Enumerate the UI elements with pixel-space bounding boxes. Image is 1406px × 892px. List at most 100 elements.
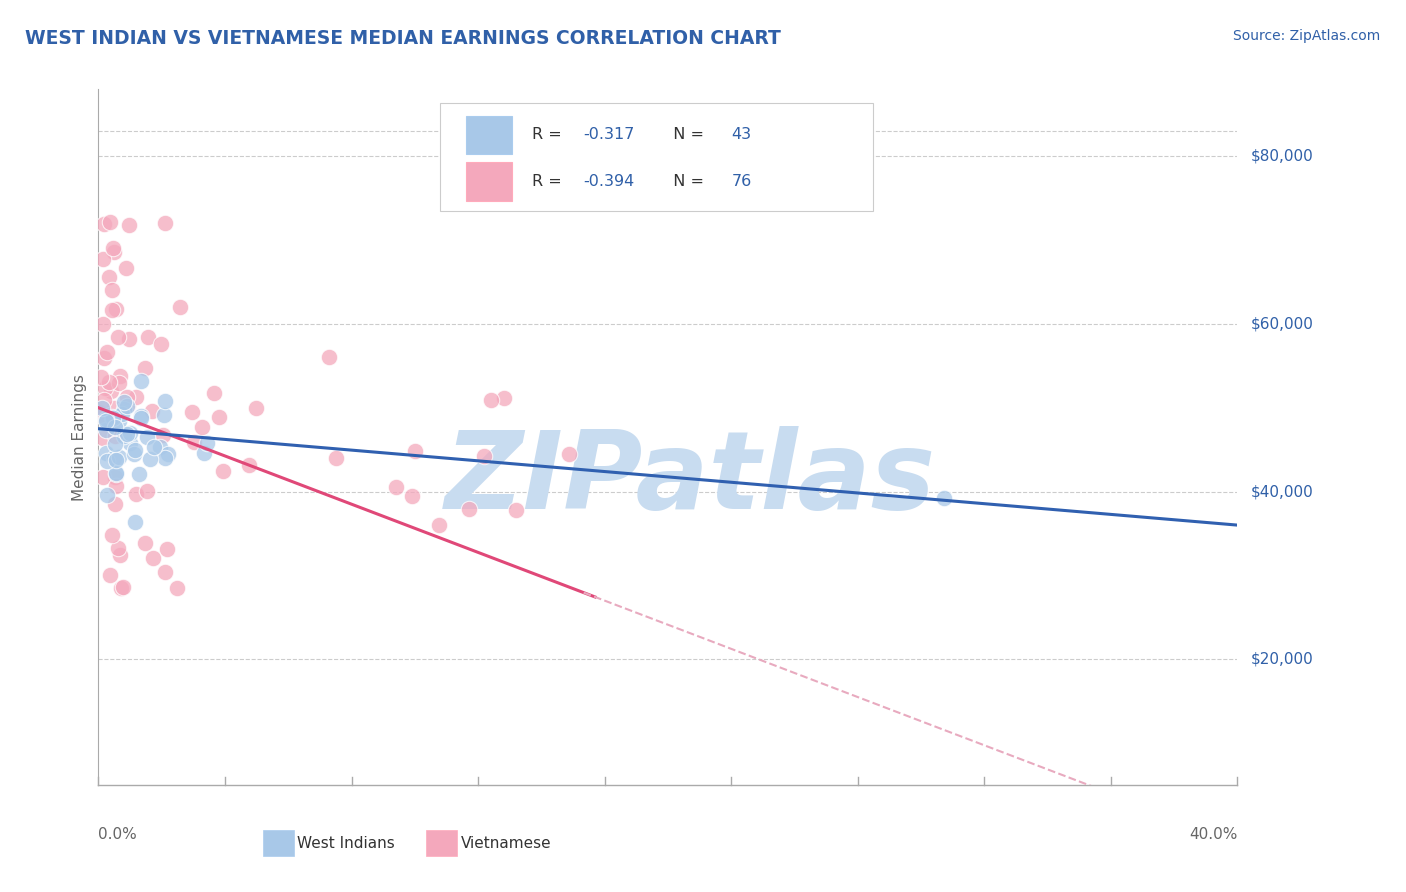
Text: 0.0%: 0.0% <box>98 827 138 842</box>
Point <box>105 479 128 493</box>
Point <box>96 488 118 502</box>
Text: $60,000: $60,000 <box>1251 317 1315 332</box>
Text: Vietnamese: Vietnamese <box>461 837 551 851</box>
Point <box>208 409 231 424</box>
Point <box>105 453 128 467</box>
Point <box>125 390 148 404</box>
Point <box>245 401 267 415</box>
Point <box>122 447 145 461</box>
Point <box>153 450 176 465</box>
Point <box>98 215 121 229</box>
Y-axis label: Median Earnings: Median Earnings <box>72 374 87 500</box>
Text: $80,000: $80,000 <box>1251 149 1315 164</box>
Point <box>112 395 135 409</box>
Point <box>117 398 139 412</box>
Point <box>153 565 176 579</box>
Point <box>152 428 174 442</box>
Point <box>118 436 141 450</box>
Point <box>325 451 347 466</box>
Point <box>558 447 581 461</box>
Point <box>472 449 495 463</box>
Point <box>142 440 165 454</box>
Point <box>94 446 117 460</box>
Point <box>90 401 112 416</box>
Point <box>103 244 125 259</box>
Text: N =: N = <box>664 128 710 142</box>
Point <box>112 580 135 594</box>
Text: Source: ZipAtlas.com: Source: ZipAtlas.com <box>1233 29 1381 43</box>
Point <box>91 470 114 484</box>
Point <box>101 411 124 425</box>
Point <box>156 447 179 461</box>
Text: 40.0%: 40.0% <box>1189 827 1237 842</box>
Point <box>101 410 124 425</box>
Text: $40,000: $40,000 <box>1251 484 1315 499</box>
Point <box>401 489 423 503</box>
Point <box>457 502 479 516</box>
Text: -0.394: -0.394 <box>583 174 636 189</box>
Point <box>112 401 135 416</box>
Point <box>191 420 214 434</box>
Point <box>115 427 138 442</box>
Point <box>193 446 215 460</box>
Text: 43: 43 <box>731 128 752 142</box>
Point <box>136 330 159 344</box>
Point <box>129 411 152 425</box>
Point <box>118 332 141 346</box>
Point <box>135 483 157 498</box>
Text: -0.317: -0.317 <box>583 128 636 142</box>
Point <box>142 550 165 565</box>
Point <box>112 429 135 443</box>
Point <box>93 392 115 407</box>
Point <box>101 241 124 255</box>
Point <box>104 497 127 511</box>
Point <box>932 491 955 506</box>
Point <box>155 216 177 230</box>
Point <box>318 350 340 364</box>
Point <box>89 405 111 419</box>
Point <box>93 380 115 394</box>
Text: 76: 76 <box>731 174 752 189</box>
Point <box>108 369 131 384</box>
Point <box>238 458 260 472</box>
Point <box>93 351 115 365</box>
Point <box>96 411 118 425</box>
Point <box>134 536 156 550</box>
Point <box>108 376 131 391</box>
Point <box>108 548 131 562</box>
Point <box>494 392 516 406</box>
Point <box>118 426 141 441</box>
Point <box>115 390 138 404</box>
Point <box>124 443 146 458</box>
Point <box>118 218 141 232</box>
Point <box>479 393 502 408</box>
Point <box>107 330 129 344</box>
Point <box>91 317 114 331</box>
Point <box>90 369 112 384</box>
Point <box>204 385 226 400</box>
Point <box>384 480 406 494</box>
Point <box>98 270 121 285</box>
Point <box>94 414 117 428</box>
Point <box>101 410 124 425</box>
Point <box>104 429 127 443</box>
FancyBboxPatch shape <box>440 103 873 211</box>
Text: R =: R = <box>533 174 567 189</box>
FancyBboxPatch shape <box>467 116 512 154</box>
Text: $20,000: $20,000 <box>1251 652 1315 666</box>
Point <box>169 301 191 315</box>
Point <box>129 409 152 424</box>
Point <box>115 260 138 275</box>
Point <box>124 515 146 529</box>
Point <box>104 437 127 451</box>
Point <box>108 450 131 464</box>
Point <box>166 581 188 595</box>
Point <box>100 303 122 318</box>
Point <box>96 344 118 359</box>
Point <box>100 384 122 398</box>
Point <box>104 420 127 434</box>
Point <box>149 440 172 454</box>
Point <box>93 217 115 231</box>
Point <box>104 470 127 484</box>
Point <box>104 467 127 481</box>
